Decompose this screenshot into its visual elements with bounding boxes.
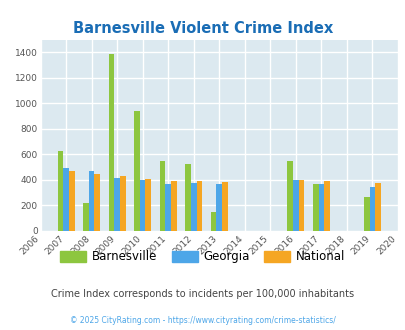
Bar xyxy=(83,203,89,231)
Bar xyxy=(119,176,125,231)
Bar xyxy=(369,187,374,231)
Bar xyxy=(165,184,171,231)
Bar xyxy=(145,179,151,231)
Bar xyxy=(374,182,380,231)
Bar xyxy=(94,174,100,231)
Bar xyxy=(323,181,329,231)
Bar xyxy=(292,180,298,231)
Bar xyxy=(222,182,227,231)
Legend: Barnesville, Georgia, National: Barnesville, Georgia, National xyxy=(55,246,350,268)
Bar xyxy=(58,150,63,231)
Bar xyxy=(318,184,323,231)
Bar xyxy=(69,171,75,231)
Bar xyxy=(287,161,292,231)
Text: Barnesville Violent Crime Index: Barnesville Violent Crime Index xyxy=(72,21,333,36)
Bar xyxy=(160,161,165,231)
Text: © 2025 CityRating.com - https://www.cityrating.com/crime-statistics/: © 2025 CityRating.com - https://www.city… xyxy=(70,316,335,325)
Bar xyxy=(185,164,190,231)
Bar xyxy=(114,178,119,231)
Bar xyxy=(140,180,145,231)
Bar xyxy=(63,169,69,231)
Bar xyxy=(210,213,216,231)
Bar xyxy=(134,111,140,231)
Bar xyxy=(298,180,303,231)
Bar xyxy=(363,197,369,231)
Bar xyxy=(171,181,176,231)
Bar xyxy=(196,181,202,231)
Text: Crime Index corresponds to incidents per 100,000 inhabitants: Crime Index corresponds to incidents per… xyxy=(51,289,354,299)
Bar xyxy=(190,182,196,231)
Bar xyxy=(312,184,318,231)
Bar xyxy=(216,184,222,231)
Bar xyxy=(89,171,94,231)
Bar xyxy=(109,54,114,231)
